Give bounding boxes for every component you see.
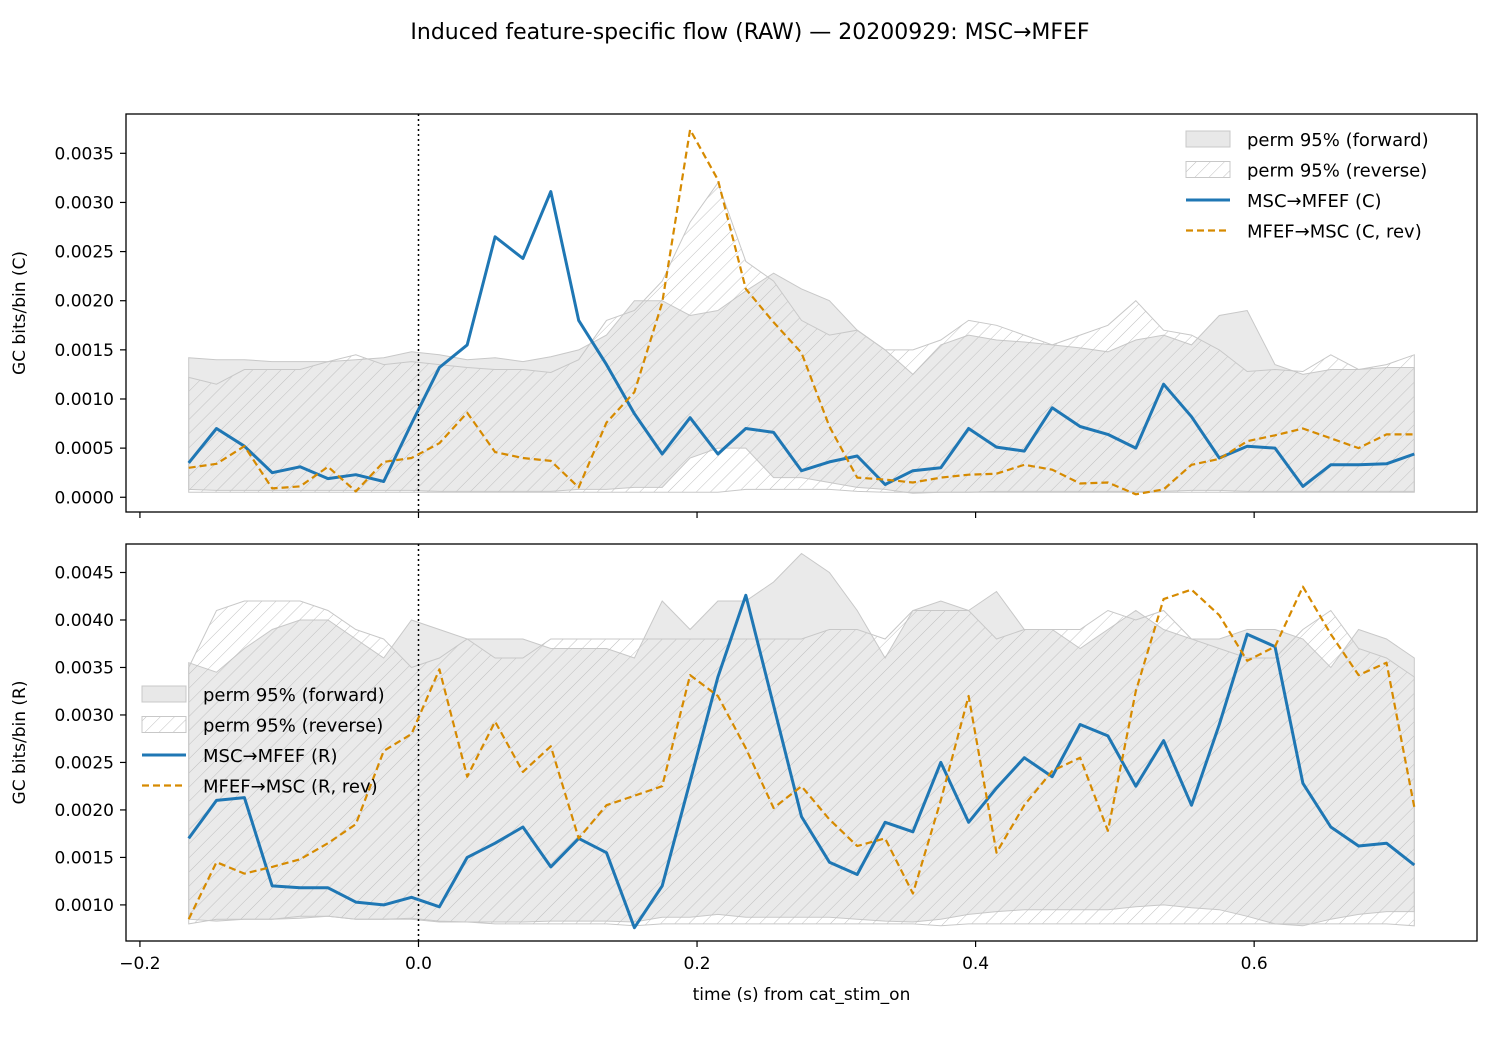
legend-label: perm 95% (reverse) [1247,161,1427,182]
y-tick-label: 0.0045 [55,563,114,583]
y-tick-label: 0.0035 [55,658,114,678]
y-tick-label: 0.0020 [55,801,114,821]
legend-label: MSC→MFEF (C) [1247,191,1382,212]
y-tick-label: 0.0035 [55,144,114,164]
top-panel: 0.0000 0.0005 0.0010 0.0015 0.0020 0.0025 0.00… [10,113,1478,518]
legend: perm 95% (forward) perm 95% (reverse) MSC→… [141,685,385,798]
legend-label: perm 95% (reverse) [203,716,383,737]
y-tick-label: 0.0040 [55,611,114,631]
series-reverse-line [188,128,1415,496]
axes-frame [125,113,1478,513]
y-tick-label: 0.0010 [55,896,114,916]
legend-label: MSC→MFEF (R) [203,746,338,767]
series-reverse-line [187,585,1416,920]
y-axis-label: GC bits/bin (C) [10,251,30,375]
x-axis-label: time (s) from cat_stim_on [693,985,911,1005]
y-tick-label: 0.0000 [55,488,114,508]
y-tick-label: 0.0015 [55,848,114,868]
series-forward-line [187,593,1416,930]
bottom-panel: 0.00100.00150.00200.00250.00300.00350.00… [10,543,1478,1005]
x-tick-label: 0.0 [405,954,432,974]
y-tick-label: 0.0030 [55,193,114,213]
y-tick-label: 0.0025 [55,243,114,263]
legend-label: MFEF→MSC (R, rev) [203,777,378,798]
legend-swatch-reverse-band [141,716,187,733]
x-tick-label: 0.6 [1241,954,1268,974]
y-axis-label: GC bits/bin (R) [10,681,30,805]
legend-label: perm 95% (forward) [1247,130,1429,151]
legend-label: perm 95% (forward) [203,685,385,706]
y-tick-label: 0.0025 [55,753,114,773]
legend-swatch-reverse-band [1185,161,1231,178]
x-tick-label: 0.4 [962,954,989,974]
y-tick-label: 0.0015 [55,341,114,361]
x-tick-label: −0.2 [119,954,160,974]
y-tick-label: 0.0010 [55,390,114,410]
band-reverse [188,181,1415,493]
axes-frame [125,543,1478,942]
series-forward-line [187,190,1415,488]
figure-title: Induced feature-specific flow (RAW) — 20… [410,20,1089,45]
y-tick-label: 0.0030 [55,706,114,726]
legend-swatch-forward-band [141,685,187,703]
x-tick-label: 0.2 [684,954,711,974]
legend-swatch-forward-band [1185,130,1231,148]
y-tick-label: 0.0020 [55,292,114,312]
legend: perm 95% (forward) perm 95% (reverse) MSC→… [1185,130,1429,243]
legend-label: MFEF→MSC (C, rev) [1247,222,1422,243]
y-tick-label: 0.0005 [55,439,114,459]
